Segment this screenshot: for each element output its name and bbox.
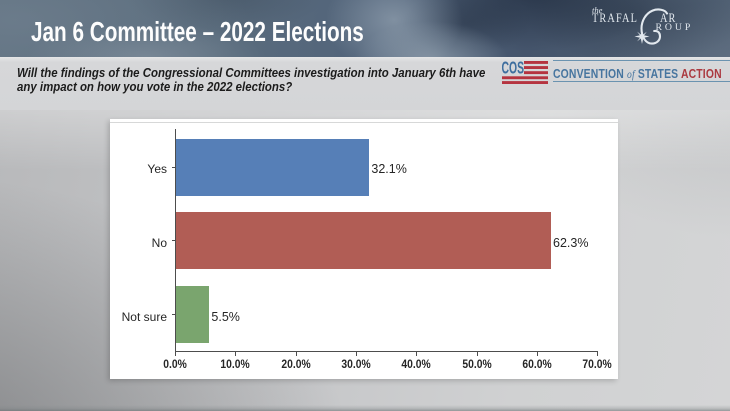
svg-text:COS: COS [502,60,524,78]
